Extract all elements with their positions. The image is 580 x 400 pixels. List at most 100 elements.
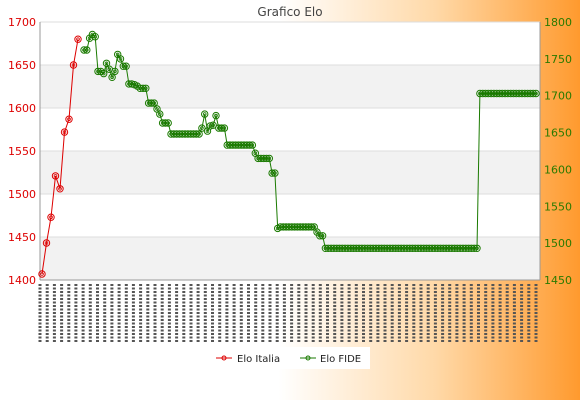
data-point [442, 244, 450, 253]
data-point [142, 84, 150, 93]
data-point [321, 244, 330, 253]
data-point [425, 244, 433, 253]
data-point [487, 89, 495, 98]
data-point-inner [85, 48, 89, 52]
data-point [318, 232, 327, 240]
data-point [38, 270, 46, 278]
left-tick-label: 1400 [8, 274, 36, 287]
legend-label-fide: Elo FIDE [320, 354, 361, 365]
data-point-inner [118, 57, 123, 61]
data-point [453, 244, 462, 253]
data-point [201, 110, 209, 118]
data-point-inner [214, 113, 218, 118]
data-point [234, 141, 243, 149]
right-tick-label: 1750 [544, 53, 572, 66]
data-point [74, 35, 82, 43]
legend-box [210, 347, 370, 369]
data-point [417, 244, 425, 253]
data-point-inner [158, 112, 162, 116]
right-tick-label: 1700 [544, 90, 572, 103]
data-point [389, 244, 397, 253]
data-point [178, 130, 187, 138]
data-point [484, 89, 492, 98]
data-point [532, 89, 540, 98]
data-point [212, 111, 220, 120]
data-point [187, 130, 195, 138]
data-point-inner [58, 187, 62, 191]
data-point-inner [267, 156, 272, 161]
data-point [420, 244, 428, 253]
data-point-inner [211, 123, 215, 127]
data-point [156, 110, 164, 118]
data-point [69, 61, 78, 69]
legend-marker-fide [305, 355, 311, 361]
data-point [80, 46, 88, 54]
data-point-inner [44, 241, 49, 245]
data-point [119, 62, 128, 70]
data-point [158, 119, 167, 127]
data-point [521, 89, 529, 98]
data-point [262, 154, 271, 163]
right-tick-label: 1800 [544, 16, 572, 29]
data-point [347, 244, 355, 253]
left-tick-label: 1450 [8, 231, 36, 244]
data-point-inner [124, 64, 128, 68]
data-point [479, 89, 487, 98]
left-tick-label: 1500 [8, 188, 36, 201]
data-point [493, 89, 501, 98]
right-tick-label: 1600 [544, 163, 572, 176]
data-point [302, 223, 310, 231]
data-point [526, 89, 535, 98]
data-point [369, 244, 377, 253]
right-tick-label: 1650 [544, 127, 572, 140]
data-point [352, 244, 360, 253]
data-point [436, 244, 445, 253]
data-point [189, 130, 198, 138]
chart-title: Grafico Elo [257, 5, 322, 19]
data-point [324, 244, 332, 253]
plot-band [40, 65, 540, 108]
series-line [41, 39, 79, 275]
data-point [304, 223, 313, 231]
data-point [276, 223, 285, 231]
data-point [366, 244, 375, 253]
data-point [181, 130, 189, 138]
data-point [361, 244, 369, 253]
data-point [330, 244, 338, 253]
data-point [116, 55, 125, 63]
data-point [231, 141, 240, 149]
data-point [265, 154, 273, 163]
data-point [464, 244, 473, 253]
data-point [226, 141, 234, 149]
data-point [220, 124, 229, 132]
data-point [383, 244, 391, 253]
right-axis-ticks: 1450 1500 1550 1600 1650 1700 1750 1800 [544, 16, 572, 287]
data-point [408, 244, 417, 253]
data-point [316, 232, 324, 240]
left-tick-label: 1700 [8, 16, 36, 29]
data-point [473, 244, 481, 253]
data-point-inner [71, 63, 76, 67]
data-point [338, 244, 346, 253]
data-point-inner [93, 34, 97, 39]
data-point [237, 141, 245, 149]
data-point [335, 244, 344, 253]
data-point-inner [40, 272, 44, 276]
data-point [223, 141, 231, 149]
data-point [175, 130, 184, 138]
data-point [490, 89, 498, 98]
data-point [260, 154, 268, 163]
data-point [254, 154, 262, 163]
data-point [411, 244, 419, 253]
data-point-inner [202, 112, 207, 116]
legend-marker-italia [221, 355, 227, 361]
data-point [391, 244, 400, 253]
data-point [434, 244, 442, 253]
data-point [512, 89, 520, 98]
data-point [414, 244, 422, 253]
data-point [229, 141, 237, 149]
data-point [56, 185, 64, 193]
data-point [282, 223, 290, 231]
data-point [459, 244, 467, 253]
data-point [195, 130, 203, 138]
